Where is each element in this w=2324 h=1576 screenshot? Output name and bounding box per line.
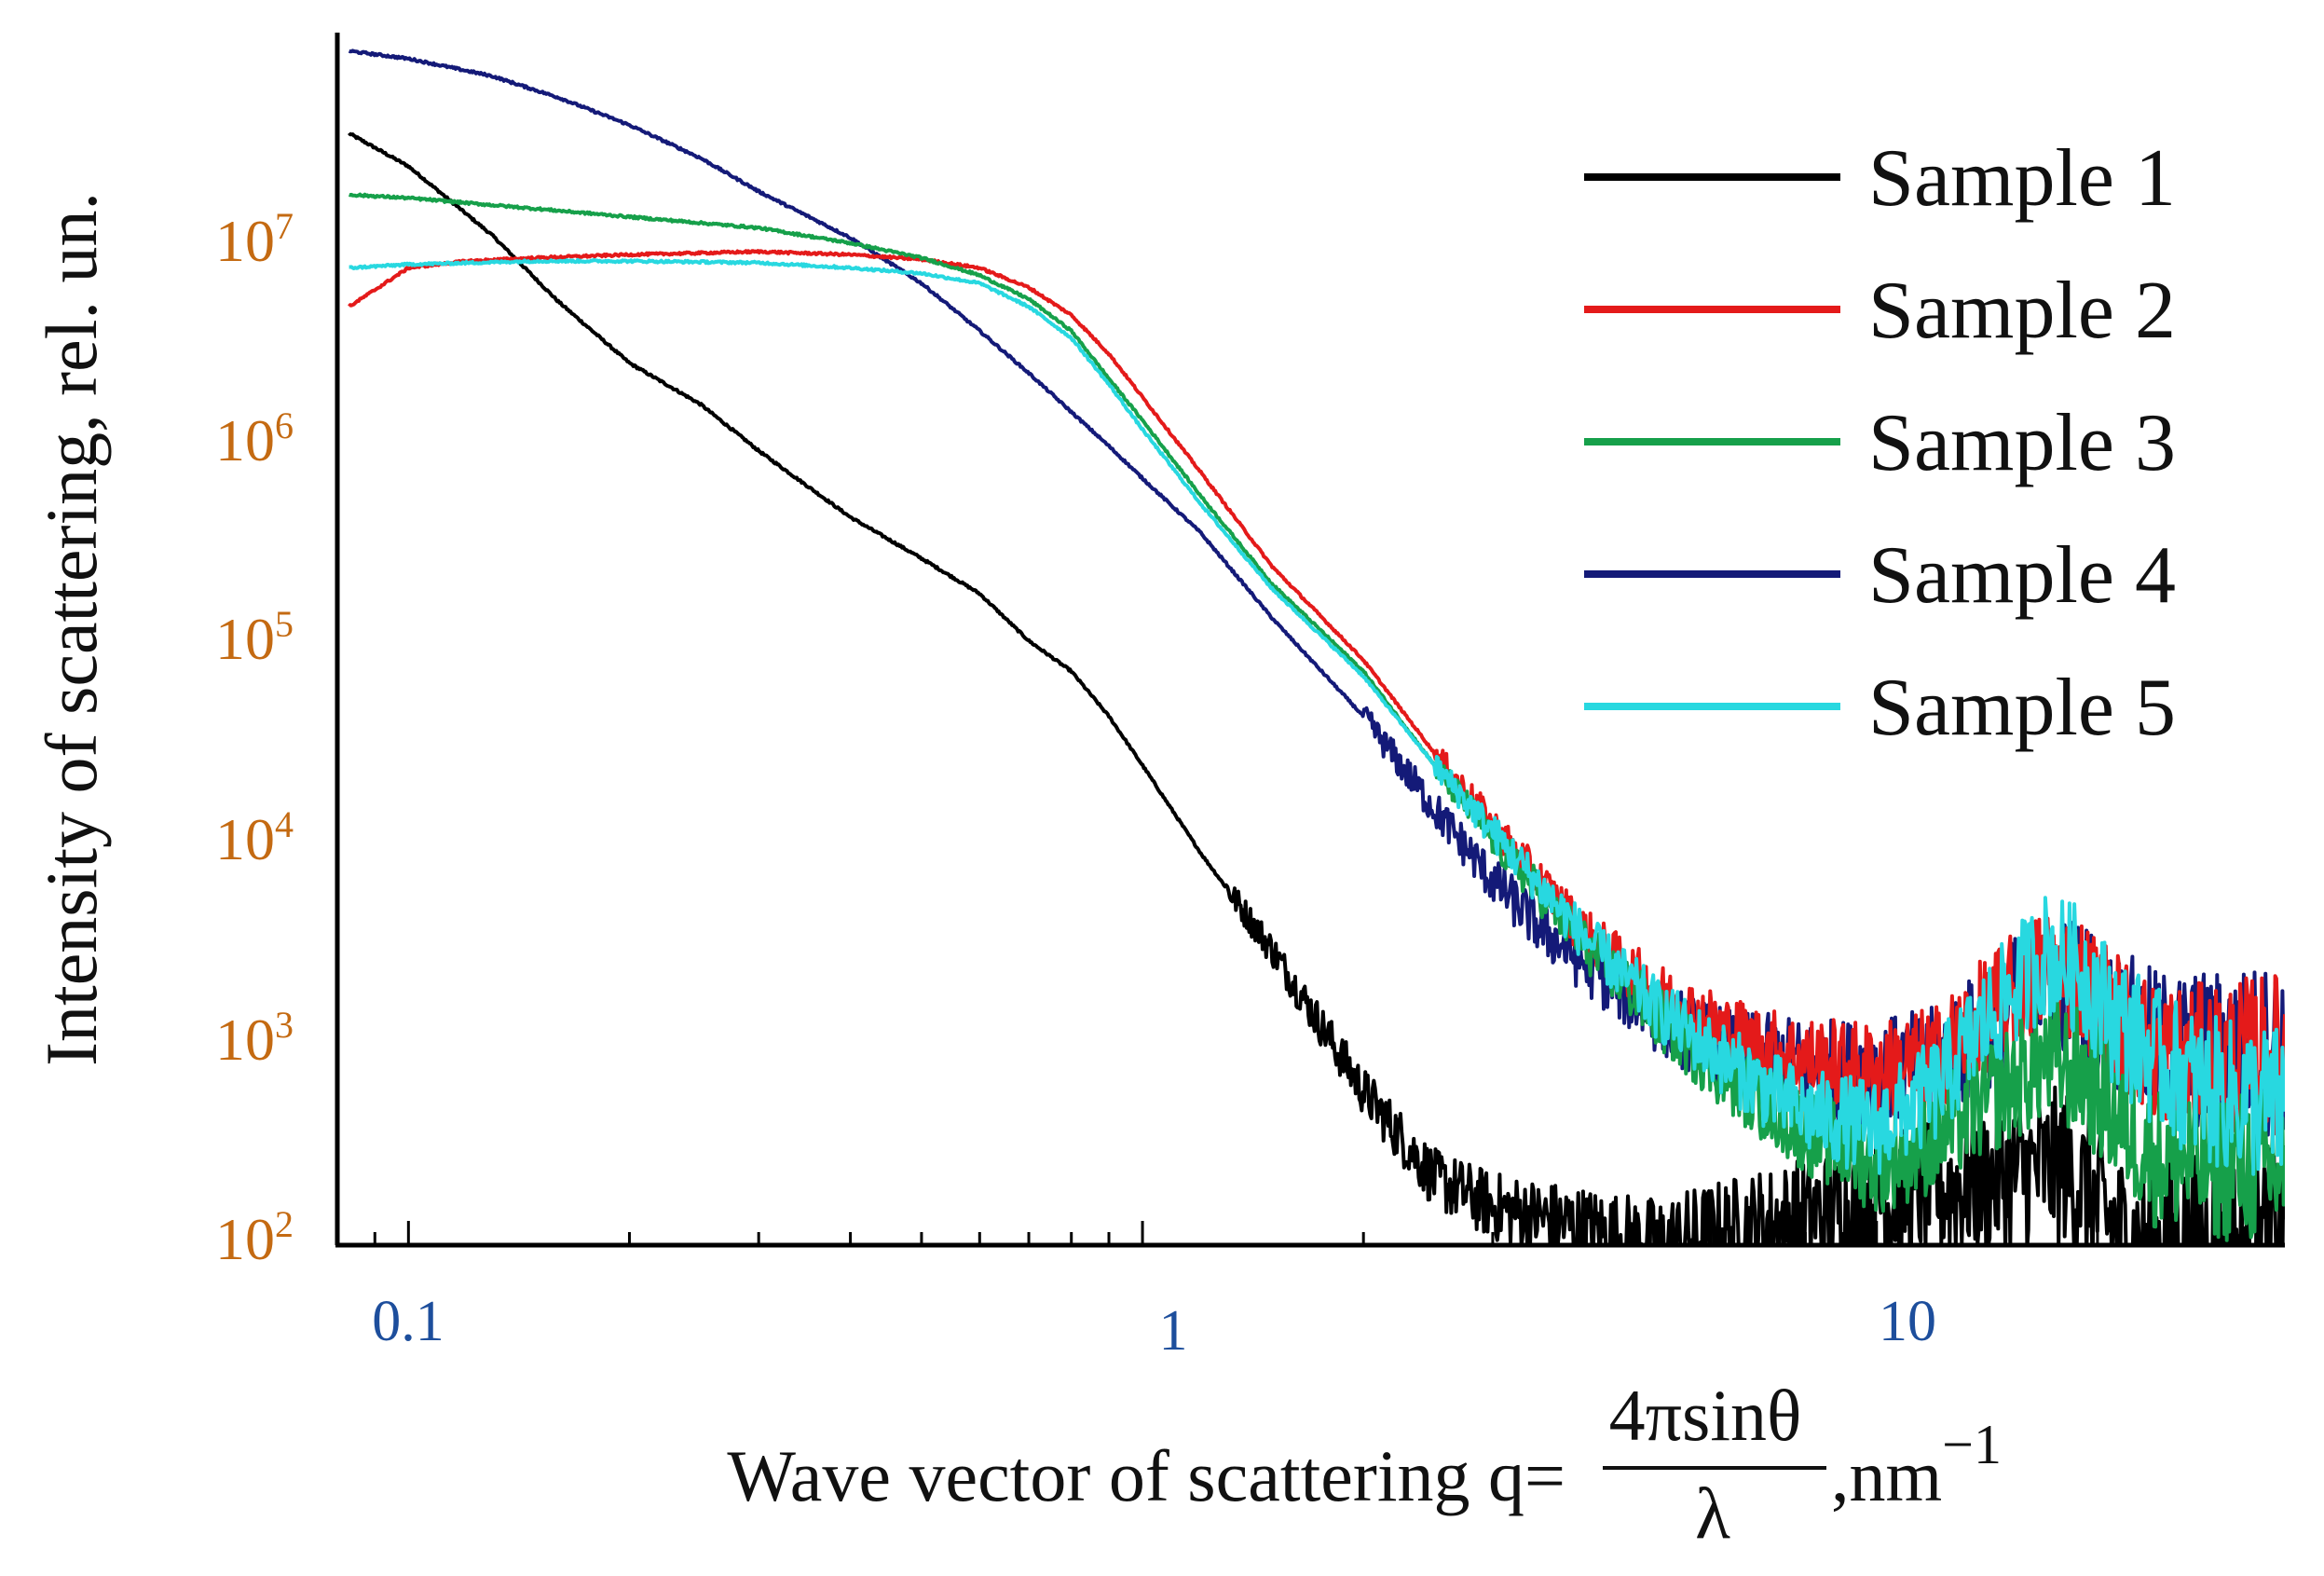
x-axis-title: Wave vector of scattering q= 4πsinθ λ ,n… [727, 1375, 2002, 1554]
y-tick-label: 102 [215, 1203, 294, 1272]
x-tick-label: 1 [1159, 1299, 1188, 1363]
series-line-sample-3 [348, 192, 2285, 1242]
y-tick-label: 105 [215, 603, 294, 672]
legend-label-sample-1: Sample 1 [1868, 133, 2176, 224]
legend-label-sample-3: Sample 3 [1868, 398, 2176, 488]
y-tick-labels: 102 103 104 105 106 107 [215, 205, 294, 1272]
series-line-sample-1 [348, 131, 2285, 1245]
x-tick-labels: 0.1 1 10 [372, 1290, 1936, 1363]
y-tick-label: 104 [215, 803, 294, 872]
legend-label-sample-4: Sample 4 [1868, 530, 2176, 621]
x-axis-title-text: Wave vector of scattering q= [727, 1435, 1565, 1516]
series-line-sample-5 [348, 257, 2285, 1176]
x-tick-label: 10 [1879, 1290, 1936, 1353]
x-tick-label: 0.1 [372, 1290, 444, 1353]
x-axis-fraction-denominator: λ [1695, 1473, 1730, 1554]
series-layer [348, 48, 2285, 1245]
legend: Sample 1 Sample 2 Sample 3 Sample 4 Samp… [1584, 133, 2176, 753]
y-axis-title: Intensity of scattering, rel. un. [31, 192, 112, 1066]
x-axis-fraction-numerator: 4πsinθ [1609, 1375, 1802, 1456]
y-tick-label: 107 [215, 205, 294, 274]
x-axis-unit: ,nm−1 [1831, 1414, 2002, 1516]
y-tick-label: 103 [215, 1004, 294, 1073]
legend-label-sample-2: Sample 2 [1868, 266, 2176, 356]
legend-label-sample-5: Sample 5 [1868, 663, 2176, 753]
y-tick-label: 106 [215, 404, 294, 473]
